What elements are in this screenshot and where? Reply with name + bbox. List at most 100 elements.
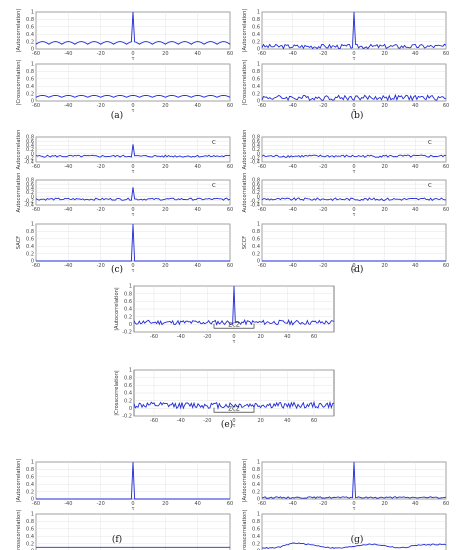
y-axis-label: Autocorrelation [16, 130, 22, 170]
y-tick-label: 0 [257, 497, 260, 503]
x-tick-label: -40 [289, 501, 297, 507]
x-tick-label: 40 [194, 51, 200, 57]
x-tick-label: -40 [64, 501, 72, 507]
x-tick-label: 60 [443, 103, 449, 109]
x-tick-label: 20 [381, 207, 387, 213]
x-tick-label: -20 [319, 501, 327, 507]
y-tick-label: 0.4 [26, 244, 34, 250]
y-axis-label: Autocorrelation [16, 173, 22, 213]
x-axis-label: τ [352, 212, 355, 218]
chart-c1: -60 -40 -20 0 20 40 60-0.4-0.200.20.40.60.8Aut… [16, 130, 233, 175]
x-tick-label: -40 [289, 164, 297, 170]
y-tick-label: 0.6 [26, 475, 34, 481]
y-axis-label: Autocorrelation [242, 130, 248, 170]
x-tick-label: -60 [258, 207, 266, 213]
y-tick-label: 0.6 [252, 25, 260, 31]
y-tick-label: -0.2 [250, 156, 260, 162]
x-tick-label: 0 [232, 418, 235, 424]
x-tick-label: 60 [443, 207, 449, 213]
x-axis-label: τ [232, 423, 235, 429]
series-annotation: C [428, 183, 432, 189]
y-tick-label: 0.8 [26, 467, 34, 473]
y-tick-label: 0.4 [26, 482, 34, 488]
y-tick-label: 0.4 [252, 143, 260, 149]
y-tick-label: 0.4 [252, 534, 260, 540]
series-line [261, 542, 447, 550]
x-tick-label: 20 [162, 501, 168, 507]
y-tick-label: 0.4 [252, 186, 260, 192]
y-tick-label: 1 [31, 460, 34, 466]
y-tick-label: 0.4 [252, 84, 260, 90]
x-tick-label: -60 [150, 418, 158, 424]
x-axis-label: τ [232, 339, 235, 345]
x-tick-label: 60 [227, 263, 233, 269]
x-tick-label: -20 [319, 207, 327, 213]
y-tick-label: 0 [31, 151, 34, 157]
x-tick-label: 40 [194, 164, 200, 170]
y-tick-label: 0.4 [26, 534, 34, 540]
x-axis-label: τ [352, 56, 355, 62]
chart-b2: -60 -40 -20 0 20 40 60 0 0.20.40.6 0.81 |Crosscorr… [242, 59, 449, 114]
x-tick-label: -40 [64, 103, 72, 109]
y-tick-label: 0.4 [252, 482, 260, 488]
y-axis-label: |Crosscorrelation| [16, 59, 22, 105]
x-tick-label: 20 [162, 263, 168, 269]
y-tick-label: 0.6 [26, 139, 34, 145]
y-tick-label: 0.2 [252, 489, 260, 495]
y-tick-label: 0.6 [252, 475, 260, 481]
y-tick-label: 0.2 [124, 314, 132, 320]
chart-e2: -60 -40 -20 0 20 40 60 -0.2 0 0.20.4 0.6 0.81 |Cross… [114, 368, 335, 429]
y-axis-label: |Autocorrelation| [242, 9, 248, 53]
y-tick-label: 1 [257, 62, 260, 68]
x-tick-label: 40 [284, 334, 290, 340]
series-line [35, 144, 231, 158]
x-tick-label: 20 [162, 51, 168, 57]
y-axis-label: |Autocorrelation| [16, 9, 22, 53]
x-tick-label: 20 [381, 51, 387, 57]
x-tick-label: -60 [258, 164, 266, 170]
x-tick-label: -40 [64, 51, 72, 57]
series-line [261, 154, 447, 158]
x-tick-label: -40 [289, 207, 297, 213]
series-line [261, 461, 447, 499]
chart-c2: -60 -40 -20 0 20 40 60-0.4-0.200.20.40.60.8Aut… [16, 173, 233, 218]
x-tick-label: 40 [194, 263, 200, 269]
x-tick-label: -20 [319, 103, 327, 109]
x-tick-label: -20 [203, 418, 211, 424]
y-tick-label: 0.2 [252, 91, 260, 97]
x-axis-label: τ [131, 108, 134, 114]
y-tick-label: 1 [257, 460, 260, 466]
series-line [133, 285, 335, 326]
x-tick-label: -20 [97, 51, 105, 57]
x-tick-label: -60 [258, 51, 266, 57]
series-annotation: C [428, 140, 432, 146]
y-tick-label: 0.6 [124, 383, 132, 389]
x-tick-label: 40 [412, 103, 418, 109]
y-axis-label: |Autocorrelation| [242, 459, 248, 503]
panel-label-b: (b) [351, 110, 364, 121]
y-tick-label: 0.2 [26, 541, 34, 547]
x-tick-label: 0 [352, 51, 355, 57]
x-tick-label: 0 [131, 103, 134, 109]
chart-b1: -60 -40 -20 0 20 40 60 0 0.20.40.6 0.81 |Autocorre… [242, 9, 449, 62]
y-tick-label: 0.8 [26, 178, 34, 184]
x-tick-label: -60 [32, 263, 40, 269]
x-tick-label: 40 [412, 207, 418, 213]
y-tick-label: 0 [257, 194, 260, 200]
y-tick-label: -0.4 [250, 160, 260, 166]
x-tick-label: -60 [258, 103, 266, 109]
x-tick-label: 60 [443, 263, 449, 269]
y-tick-label: -0.4 [250, 203, 260, 209]
x-axis-label: τ [352, 506, 355, 512]
y-axis-label: |Crosscorrelation| [242, 59, 248, 105]
x-axis-label: τ [131, 268, 134, 274]
x-tick-label: 20 [162, 103, 168, 109]
series-line [36, 223, 230, 262]
x-tick-label: 0 [352, 207, 355, 213]
chart-f1: -60 -40 -20 0 20 40 60 0 0.20.40.6 0.81 |Autocorre… [16, 459, 233, 512]
x-tick-label: -20 [319, 263, 327, 269]
x-tick-label: -60 [32, 501, 40, 507]
y-tick-label: 0.8 [26, 17, 34, 23]
x-tick-label: 40 [412, 51, 418, 57]
x-tick-label: 20 [381, 501, 387, 507]
